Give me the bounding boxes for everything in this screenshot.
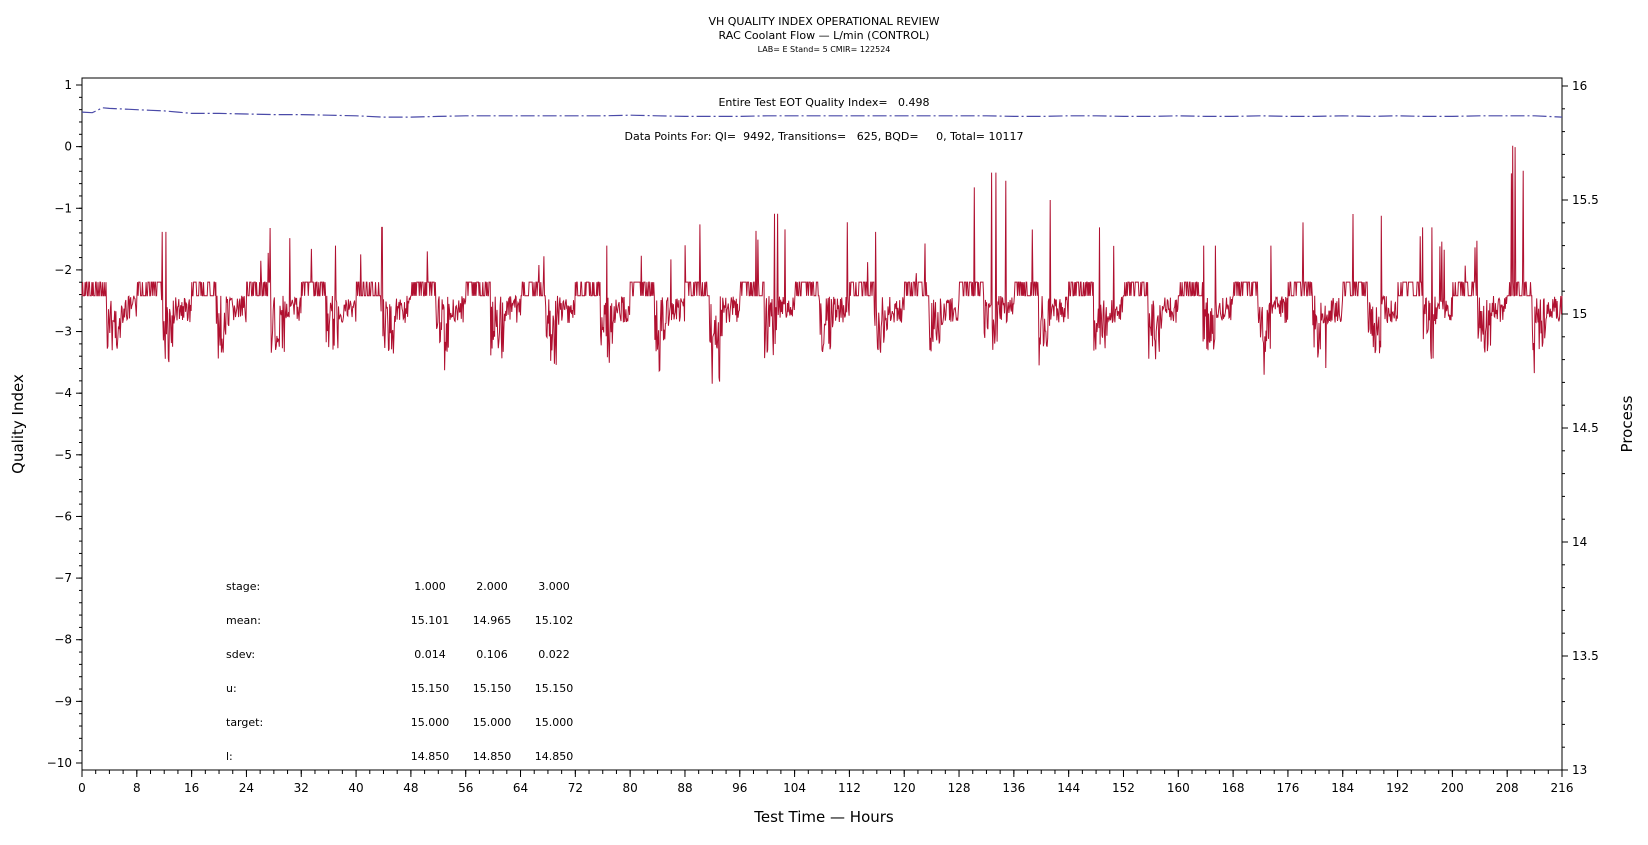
x-tick-label: 104 <box>783 781 806 795</box>
y-tick-label: −7 <box>54 571 72 585</box>
x-tick-label: 208 <box>1496 781 1519 795</box>
y-tick-label: 0 <box>64 140 72 154</box>
stats-cell: 14.850 <box>473 750 512 763</box>
x-tick-label: 200 <box>1441 781 1464 795</box>
stats-cell: 15.101 <box>411 614 450 627</box>
x-tick-label: 56 <box>458 781 473 795</box>
chart-subtitle-2: LAB= E Stand= 5 CMIR= 122524 <box>758 45 891 54</box>
x-tick-label: 128 <box>948 781 971 795</box>
y2-tick-label: 15 <box>1572 307 1587 321</box>
x-tick-label: 120 <box>893 781 916 795</box>
x-tick-label: 16 <box>184 781 199 795</box>
plot-frame <box>81 77 1563 771</box>
x-tick-label: 192 <box>1386 781 1409 795</box>
y-tick-label: −9 <box>54 694 72 708</box>
x-tick-label: 40 <box>348 781 363 795</box>
stats-cell: 15.150 <box>535 682 574 695</box>
process-series-line <box>81 145 1563 384</box>
y-tick-label: −2 <box>54 263 72 277</box>
x-tick-label: 32 <box>294 781 309 795</box>
stats-row-label: u: <box>226 682 237 695</box>
stats-cell: 15.000 <box>473 716 512 729</box>
stats-row-label: l: <box>226 750 233 763</box>
stats-cell: 0.106 <box>476 648 508 661</box>
x-tick-label: 0 <box>78 781 86 795</box>
x-tick-label: 48 <box>403 781 418 795</box>
right-axis: 16 15.5 15 14.5 14 13.5 13 <box>1562 79 1599 777</box>
left-axis: 1 0 −1 −2 −3 −4 −5 −6 −7 −8 −9 −10 <box>47 78 82 770</box>
stats-header-cell: 1.000 <box>414 580 446 593</box>
x-tick-label: 96 <box>732 781 747 795</box>
stats-table: stage: 1.000 2.000 3.000 mean: 15.101 14.965 15… <box>226 580 573 763</box>
quality-index-series-line <box>81 107 1563 118</box>
x-axis: 0 8 16 24 32 40 48 56 64 72 80 88 96 104 112 120 128 136 1… <box>78 770 1573 795</box>
x-tick-label: 160 <box>1167 781 1190 795</box>
x-tick-label: 8 <box>133 781 141 795</box>
stats-header-cell: 2.000 <box>476 580 508 593</box>
stats-cell: 14.850 <box>535 750 574 763</box>
y2-axis-label: Process <box>1618 395 1636 452</box>
y2-tick-label: 16 <box>1572 79 1587 93</box>
x-tick-label: 136 <box>1002 781 1025 795</box>
stats-cell: 15.000 <box>535 716 574 729</box>
stats-cell: 14.850 <box>411 750 450 763</box>
chart-subtitle: RAC Coolant Flow — L/min (CONTROL) <box>719 29 930 42</box>
stats-cell: 15.000 <box>411 716 450 729</box>
stats-cell: 15.150 <box>473 682 512 695</box>
stats-header-cell: stage: <box>226 580 260 593</box>
x-tick-label: 24 <box>239 781 254 795</box>
x-tick-label: 64 <box>513 781 528 795</box>
y2-tick-label: 15.5 <box>1572 193 1599 207</box>
x-tick-label: 184 <box>1331 781 1354 795</box>
x-axis-label: Test Time — Hours <box>753 808 894 826</box>
x-tick-label: 168 <box>1222 781 1245 795</box>
y-tick-label: −4 <box>54 386 72 400</box>
y-tick-label: −6 <box>54 509 72 523</box>
stats-row-label: target: <box>226 716 263 729</box>
stats-cell: 15.150 <box>411 682 450 695</box>
y-tick-label: −10 <box>47 756 72 770</box>
stats-cell: 14.965 <box>473 614 512 627</box>
y2-tick-label: 14.5 <box>1572 421 1599 435</box>
y2-tick-label: 14 <box>1572 535 1587 549</box>
stats-cell: 0.014 <box>414 648 446 661</box>
stats-row-label: mean: <box>226 614 261 627</box>
x-tick-label: 216 <box>1551 781 1574 795</box>
y2-tick-label: 13 <box>1572 763 1587 777</box>
y-axis-label: Quality Index <box>9 374 27 474</box>
eot-annotation: Entire Test EOT Quality Index= 0.498 <box>718 96 929 109</box>
x-tick-label: 72 <box>568 781 583 795</box>
stats-row-label: sdev: <box>226 648 255 661</box>
x-tick-label: 80 <box>623 781 638 795</box>
chart-title: VH QUALITY INDEX OPERATIONAL REVIEW <box>708 15 939 28</box>
stats-cell: 15.102 <box>535 614 574 627</box>
stats-cell: 0.022 <box>538 648 570 661</box>
y2-tick-label: 13.5 <box>1572 649 1599 663</box>
y-tick-label: −8 <box>54 633 72 647</box>
y-tick-label: 1 <box>64 78 72 92</box>
y-tick-label: −5 <box>54 448 72 462</box>
series-layer <box>81 107 1563 384</box>
y-tick-label: −3 <box>54 325 72 339</box>
x-tick-label: 112 <box>838 781 861 795</box>
x-tick-label: 88 <box>677 781 692 795</box>
y-tick-label: −1 <box>54 201 72 215</box>
stats-header-cell: 3.000 <box>538 580 570 593</box>
x-tick-label: 144 <box>1057 781 1080 795</box>
x-tick-label: 176 <box>1276 781 1299 795</box>
points-annotation: Data Points For: QI= 9492, Transitions= … <box>625 130 1024 143</box>
x-tick-label: 152 <box>1112 781 1135 795</box>
